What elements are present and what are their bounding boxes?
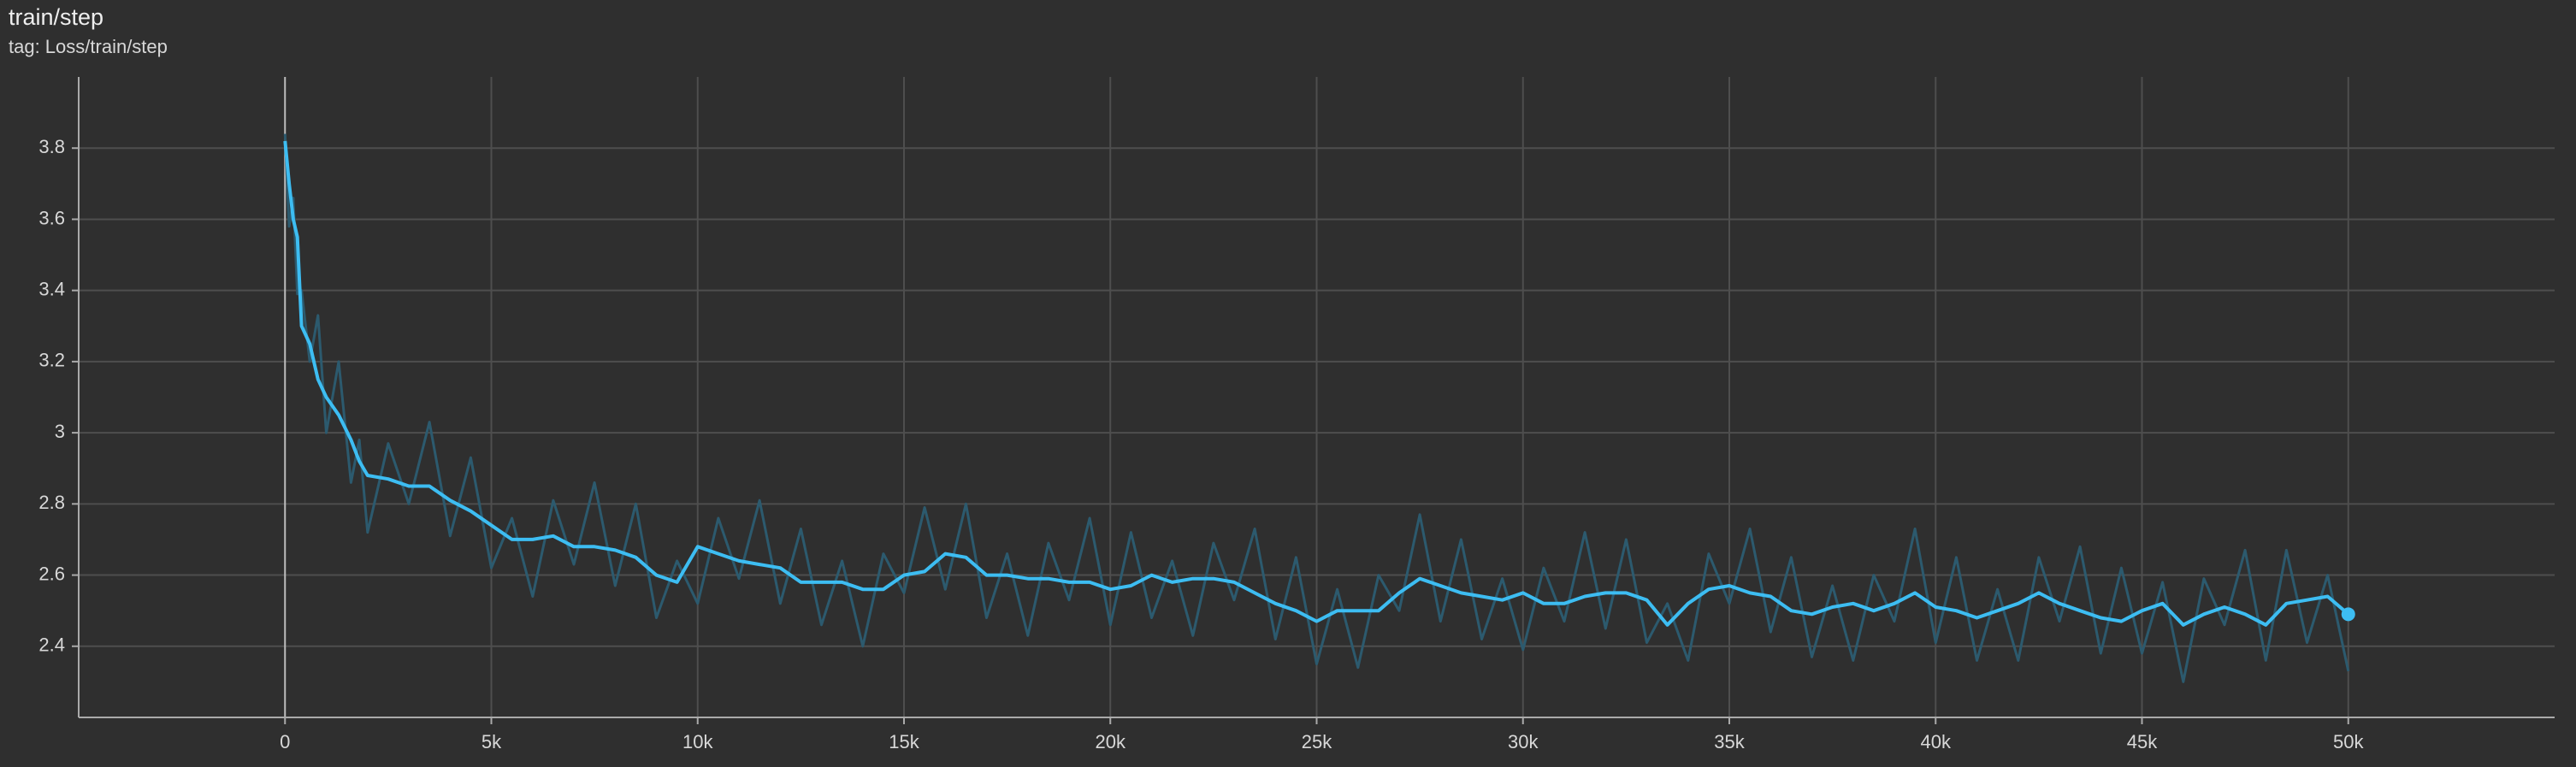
chart-subtitle: tag: Loss/train/step [9, 36, 168, 57]
y-tick-label: 3 [55, 421, 65, 442]
y-tick-label: 2.8 [38, 492, 65, 513]
series-line [283, 133, 2350, 683]
x-tick-label: 40k [1921, 731, 1952, 752]
x-tick-label: 35k [1714, 731, 1745, 752]
x-tick-label: 50k [2333, 731, 2364, 752]
x-tick-label: 15k [889, 731, 919, 752]
y-tick-label: 2.4 [38, 634, 65, 656]
y-tick-label: 3.2 [38, 350, 65, 371]
x-tick-label: 5k [482, 731, 502, 752]
chart-title: train/step [9, 4, 103, 30]
x-tick-label: 25k [1302, 731, 1332, 752]
y-tick-label: 3.4 [38, 278, 65, 299]
end-point [2341, 607, 2355, 622]
x-tick-label: 30k [1508, 731, 1539, 752]
y-tick-label: 3.6 [38, 207, 65, 228]
x-tick-label: 45k [2127, 731, 2158, 752]
x-tick-label: 0 [280, 731, 290, 752]
x-tick-label: 10k [682, 731, 713, 752]
y-tick-label: 3.8 [38, 136, 65, 157]
x-tick-label: 20k [1096, 731, 1126, 752]
y-tick-label: 2.6 [38, 563, 65, 584]
series-line [283, 140, 2350, 627]
